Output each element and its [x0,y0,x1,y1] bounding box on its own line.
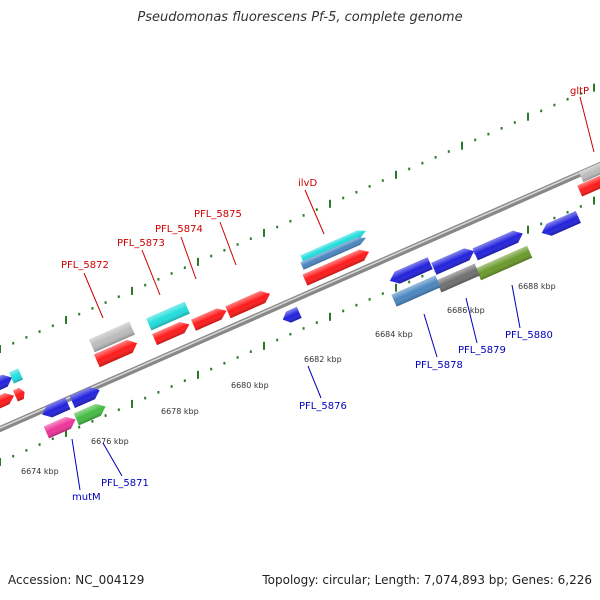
gene-feature[interactable] [472,228,526,261]
gene-label[interactable]: PFL_5871 [101,478,149,489]
gene-feature[interactable] [9,368,23,384]
gene-label[interactable]: PFL_5872 [61,260,109,271]
scale-label: 6680 kbp [231,381,269,390]
scale-labels: 6674 kbp 6676 kbp 6678 kbp 6680 kbp 6682 kbp… [21,282,556,476]
gene-arrow-shading [152,322,190,346]
gene-feature[interactable] [436,263,480,293]
gene-arrow-shading [13,387,25,402]
gene-arrow-shading [431,248,475,275]
gene-feature[interactable] [0,372,15,393]
gene-arrow-shading [42,397,71,418]
label-leader-line [71,438,81,491]
label-leader-lines [71,96,595,491]
gene-feature[interactable] [578,151,600,183]
gene-arrow-shading [300,237,367,270]
gene-feature[interactable] [387,257,433,287]
gene-labels: gltP ilvD PFL_5875 PFL_5874 PFL_5873 PFL_5872… [61,86,589,503]
gene-feature[interactable] [40,397,71,420]
gene-arrow-shading [389,257,433,284]
gene-arrow-shading [578,151,600,183]
gene-feature[interactable] [13,386,27,402]
scale-label: 6688 kbp [518,282,556,291]
label-leader-line [102,442,123,477]
scale-label: 6678 kbp [161,407,199,416]
gene-feature[interactable] [191,305,229,331]
label-leader-line [83,272,104,319]
scale-label: 6674 kbp [21,467,59,476]
gene-label[interactable]: PFL_5873 [117,238,165,249]
backbone-highlight [0,163,600,429]
gene-feature[interactable] [300,227,367,263]
gene-feature[interactable] [0,390,16,410]
label-leader-line [465,297,478,344]
gene-label[interactable]: PFL_5875 [194,209,242,220]
gene-arrow-shading [0,374,13,393]
gene-arrow-shading [577,172,600,197]
gene-arrow-shading [541,210,581,236]
gene-label[interactable]: gltP [570,86,589,97]
gene-feature[interactable] [152,319,192,346]
gene-feature[interactable] [431,245,477,275]
map-title: Pseudomonas fluorescens Pf-5, complete g… [137,10,463,25]
gene-arrow-shading [94,339,138,368]
gene-arrow-shading [472,230,523,261]
gene-arrow-shading [69,387,100,408]
gene-label[interactable]: PFL_5880 [505,330,553,341]
label-leader-line [307,365,322,399]
label-leader-line [579,96,595,153]
gene-feature[interactable] [43,414,79,439]
label-leader-line [423,313,438,358]
gene-feature[interactable] [225,288,272,319]
gene-feature[interactable] [69,384,103,408]
gene-arrow-shading [300,230,367,263]
gene-label[interactable]: ilvD [298,178,317,189]
gene-label[interactable]: PFL_5874 [155,224,203,235]
gene-feature[interactable] [73,401,109,426]
gene-feature[interactable] [89,321,135,353]
gene-feature[interactable] [391,275,441,307]
gene-arrow-shading [475,245,533,281]
scale-label: 6682 kbp [304,355,342,364]
gene-feature[interactable] [300,234,367,270]
gene-arrow-shading [89,321,135,353]
backbone-line [0,161,600,433]
scale-label: 6686 kbp [447,306,485,315]
gene-arrow-shading [436,263,480,293]
gene-feature[interactable] [280,306,302,325]
gene-feature[interactable] [302,246,372,286]
gene-arrow-shading [391,275,441,307]
gene-arrow-shading [225,291,271,319]
scale-label: 6676 kbp [91,437,129,446]
gene-feature[interactable] [146,301,190,331]
genome-summary-text: Topology: circular; Length: 7,074,893 bp… [262,573,592,587]
genome-backbone [0,161,600,433]
gene-arrow-shading [191,308,227,331]
gene-feature[interactable] [577,169,600,197]
gene-arrow-shading [9,368,23,384]
gene-features[interactable] [0,151,600,439]
gene-arrow-shading [43,416,76,439]
gene-label[interactable]: PFL_5876 [299,401,347,412]
label-leader-line [511,284,521,329]
gene-label[interactable]: PFL_5878 [415,360,463,371]
gene-arrow-shading [282,306,302,323]
label-leader-line [304,189,325,235]
gene-arrow-shading [0,393,15,410]
gene-feature[interactable] [539,210,581,239]
label-leader-line [141,249,161,296]
gene-feature[interactable] [94,337,140,368]
label-leader-line [180,236,197,280]
gene-feature[interactable] [475,245,533,281]
gene-label[interactable]: mutM [72,492,101,503]
gene-label[interactable]: PFL_5879 [458,345,506,356]
label-leader-line [219,221,237,266]
scale-label: 6684 kbp [375,330,413,339]
accession-text: Accession: NC_004129 [8,573,145,587]
gene-arrow-shading [146,301,190,331]
gene-arrow-shading [302,249,370,286]
gene-arrow-shading [73,403,106,426]
